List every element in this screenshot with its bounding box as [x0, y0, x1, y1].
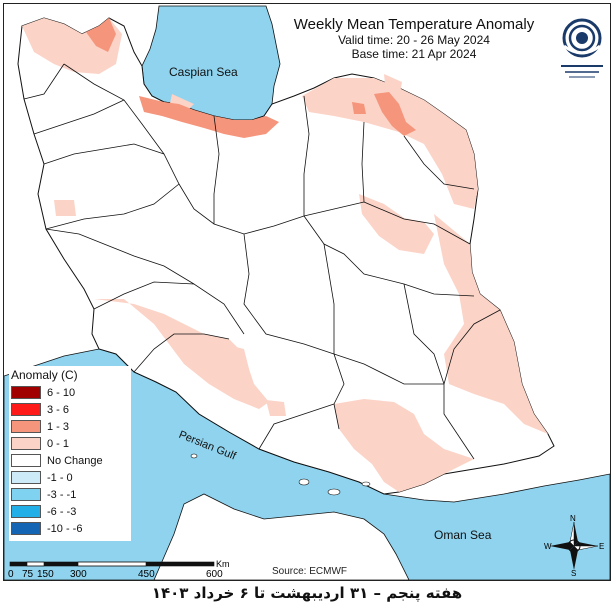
- legend-label: -6 - -3: [47, 505, 77, 518]
- legend-swatch: [11, 505, 41, 518]
- legend-item: -6 - -3: [11, 503, 131, 520]
- scale-unit: Km: [216, 560, 230, 569]
- scale-bar: 0 75 150 300 450 600 Km: [8, 560, 230, 580]
- province-borders: [23, 63, 501, 460]
- scale-tick: 300: [70, 569, 87, 580]
- anomaly-0-1-areas: [22, 18, 548, 492]
- scale-tick: 150: [37, 569, 54, 580]
- compass-e: E: [599, 542, 604, 551]
- legend-label: 6 - 10: [47, 386, 76, 399]
- organization-logo-icon: [561, 18, 603, 78]
- legend-item: 1 - 3: [11, 418, 131, 435]
- scale-tick: 600: [206, 569, 223, 580]
- legend-label: -1 - 0: [47, 471, 73, 484]
- legend-item: 6 - 10: [11, 384, 131, 401]
- north-arrow-icon: N S W E: [544, 514, 604, 576]
- legend-item: No Change: [11, 452, 131, 469]
- valid-time: Valid time: 20 - 26 May 2024: [338, 33, 490, 47]
- islands: [190, 453, 371, 496]
- legend-item: -1 - 0: [11, 469, 131, 486]
- legend-item: -3 - -1: [11, 486, 131, 503]
- legend-item: -10 - -6: [11, 520, 131, 537]
- legend-item: 3 - 6: [11, 401, 131, 418]
- legend-swatch: [11, 437, 41, 450]
- source-credit: Source: ECMWF: [272, 566, 348, 577]
- legend-label: No Change: [47, 454, 103, 467]
- anomaly-1-3-areas: [86, 18, 416, 138]
- oman-sea-label: Oman Sea: [434, 528, 492, 542]
- caspian-sea-label: Caspian Sea: [169, 65, 238, 79]
- legend-item: 0 - 1: [11, 435, 131, 452]
- compass-w: W: [544, 542, 552, 551]
- footer-caption: هفته پنجم – ۳۱ اردیبهشت تا ۶ خرداد ۱۴۰۳: [151, 584, 463, 602]
- legend-swatch: [11, 403, 41, 416]
- legend-label: -3 - -1: [47, 488, 77, 501]
- legend-label: 3 - 6: [47, 403, 70, 416]
- temperature-anomaly-map: Caspian Sea Persian Gulf Oman Sea: [4, 5, 610, 580]
- legend-swatch: [11, 454, 41, 467]
- map-title: Weekly Mean Temperature Anomaly: [293, 16, 535, 33]
- title-block: Weekly Mean Temperature Anomaly Valid ti…: [274, 16, 554, 61]
- legend-swatch: [11, 488, 41, 501]
- legend-swatch: [11, 522, 41, 535]
- scale-tick: 0: [8, 569, 14, 580]
- base-time: Base time: 21 Apr 2024: [351, 47, 477, 61]
- scale-tick: 75: [22, 569, 34, 580]
- compass-n: N: [570, 514, 576, 523]
- legend-swatch: [11, 386, 41, 399]
- arabia-coast: [153, 493, 410, 580]
- compass-s: S: [571, 569, 576, 576]
- legend: Anomaly (C) 6 - 10 3 - 6 1 - 3 0 - 1 No …: [9, 366, 131, 541]
- scale-tick: 450: [138, 569, 155, 580]
- legend-swatch: [11, 420, 41, 433]
- map-frame: Caspian Sea Persian Gulf Oman Sea Weekly…: [3, 3, 611, 581]
- legend-swatch: [11, 471, 41, 484]
- legend-title: Anomaly (C): [11, 368, 78, 382]
- legend-label: 0 - 1: [47, 437, 70, 450]
- legend-label: -10 - -6: [47, 522, 83, 535]
- legend-label: 1 - 3: [47, 420, 70, 433]
